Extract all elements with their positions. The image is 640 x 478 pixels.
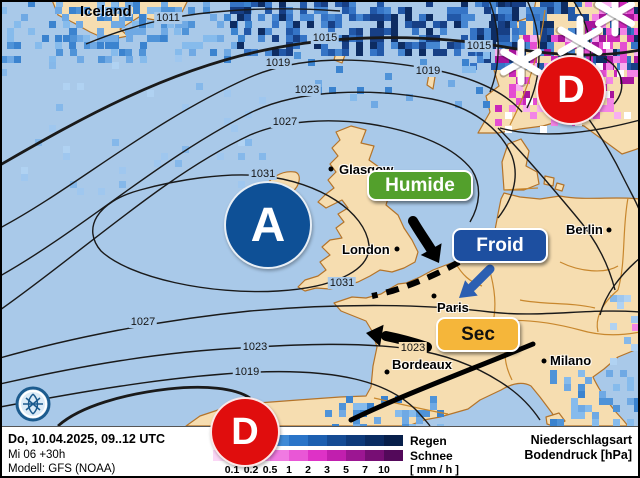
isobar-value-label: 1023 bbox=[292, 84, 322, 96]
isobar-east-3 bbox=[599, 257, 640, 316]
isobar-value-label: 1027 bbox=[128, 316, 158, 328]
isobar-spain-low bbox=[57, 385, 251, 426]
pressure-center-high: A bbox=[224, 181, 312, 269]
scale-segment bbox=[308, 435, 327, 446]
scale-segment bbox=[365, 450, 384, 461]
scale-unit-label: [ mm / h ] bbox=[410, 464, 459, 476]
snowflake-symbols bbox=[498, 0, 635, 87]
scale-segment bbox=[308, 450, 327, 461]
scale-segment bbox=[384, 450, 403, 461]
model-name-label: Modell: GFS (NOAA) bbox=[8, 463, 116, 475]
rain-scale-label: Regen bbox=[410, 434, 447, 448]
isobar-1019-south bbox=[0, 370, 431, 426]
snow-scale-label: Schnee bbox=[410, 449, 453, 463]
isobars bbox=[0, 0, 640, 426]
isobar-1011 bbox=[85, 8, 341, 45]
scale-segment bbox=[270, 450, 289, 461]
pressure-unit-label: Bodendruck [hPa] bbox=[524, 448, 632, 462]
scale-tick: 2 bbox=[305, 464, 311, 476]
city-label-bordeaux: Bordeaux bbox=[392, 357, 452, 372]
city-dot-berlin bbox=[606, 227, 612, 233]
scale-segment bbox=[270, 435, 289, 446]
isobar-value-label: 1027 bbox=[270, 116, 300, 128]
isobar-value-label: 1023 bbox=[240, 341, 270, 353]
isobar-1023 bbox=[0, 91, 516, 277]
scale-tick: 10 bbox=[378, 464, 390, 476]
isobar-1015 bbox=[0, 36, 640, 167]
city-label-london: London bbox=[342, 242, 390, 257]
pressure-center-low: D bbox=[536, 55, 606, 125]
scale-tick: 1 bbox=[286, 464, 292, 476]
scale-segment bbox=[327, 450, 346, 461]
scale-segment bbox=[289, 450, 308, 461]
isobar-norway-1 bbox=[488, 0, 499, 93]
flow-label-humide: Humide bbox=[367, 170, 473, 201]
city-dot-paris bbox=[431, 293, 437, 299]
isobar-1027-south bbox=[0, 304, 640, 359]
flow-label-sec: Sec bbox=[436, 317, 520, 352]
region-label-iceland: Iceland bbox=[80, 3, 132, 20]
isobar-value-label: 1015 bbox=[464, 40, 494, 52]
isobar-value-label: 1031 bbox=[248, 168, 278, 180]
isobar-value-label: 1011 bbox=[154, 12, 182, 24]
scale-tick: 3 bbox=[324, 464, 330, 476]
froid-arrow bbox=[459, 264, 495, 298]
land-denmark-isles bbox=[543, 175, 565, 192]
scale-tick: 0.2 bbox=[243, 464, 259, 476]
map-type-label: Niederschlagsart bbox=[530, 433, 632, 447]
land-great-britain bbox=[297, 125, 419, 292]
scale-segment bbox=[289, 435, 308, 446]
city-dot-milano bbox=[541, 358, 547, 364]
legend-bar: Do, 10.04.2025, 09..12 UTC Mi 06 +30h Mo… bbox=[0, 426, 640, 478]
scale-segment bbox=[327, 435, 346, 446]
valid-time-label: Do, 10.04.2025, 09..12 UTC bbox=[8, 432, 166, 446]
scale-tick: 7 bbox=[362, 464, 368, 476]
isobar-value-label: 1031 bbox=[327, 277, 357, 289]
scale-segment bbox=[346, 435, 365, 446]
isobar-norway-5 bbox=[499, 119, 640, 135]
city-dot-glasgow bbox=[328, 166, 334, 172]
city-label-milano: Milano bbox=[550, 353, 592, 368]
isobar-norway-4 bbox=[603, 57, 623, 105]
front-south bbox=[348, 341, 536, 423]
city-dot-london bbox=[394, 246, 400, 252]
city-dot-bordeaux bbox=[384, 369, 390, 375]
scale-tick: 5 bbox=[343, 464, 349, 476]
isobar-east-1 bbox=[497, 127, 616, 291]
city-label-berlin: Berlin bbox=[566, 222, 603, 237]
humide-arrow bbox=[408, 216, 442, 263]
isobar-1027 bbox=[0, 120, 480, 311]
isobar-value-label: 1019 bbox=[232, 366, 262, 378]
isobar-1031 bbox=[92, 174, 370, 293]
isobar-1023-south bbox=[0, 343, 541, 421]
flow-label-froid: Froid bbox=[452, 228, 548, 263]
city-label-paris: Paris bbox=[437, 300, 469, 315]
isobar-value-label: 1019 bbox=[413, 65, 443, 77]
scale-segment bbox=[384, 435, 403, 446]
model-run-label: Mi 06 +30h bbox=[8, 449, 66, 461]
wind-rose-logo bbox=[15, 386, 51, 422]
isobar-value-label: 1019 bbox=[263, 57, 293, 69]
scale-segment bbox=[346, 450, 365, 461]
land-denmark bbox=[501, 138, 540, 191]
pressure-center-low: D bbox=[210, 397, 280, 467]
isobar-value-label: 1023 bbox=[398, 342, 428, 354]
scale-segment bbox=[365, 435, 384, 446]
scale-tick: 0.5 bbox=[262, 464, 278, 476]
isobar-value-label: 1015 bbox=[310, 32, 340, 44]
scale-tick: 0.1 bbox=[224, 464, 240, 476]
front-dashed-channel bbox=[371, 259, 461, 299]
